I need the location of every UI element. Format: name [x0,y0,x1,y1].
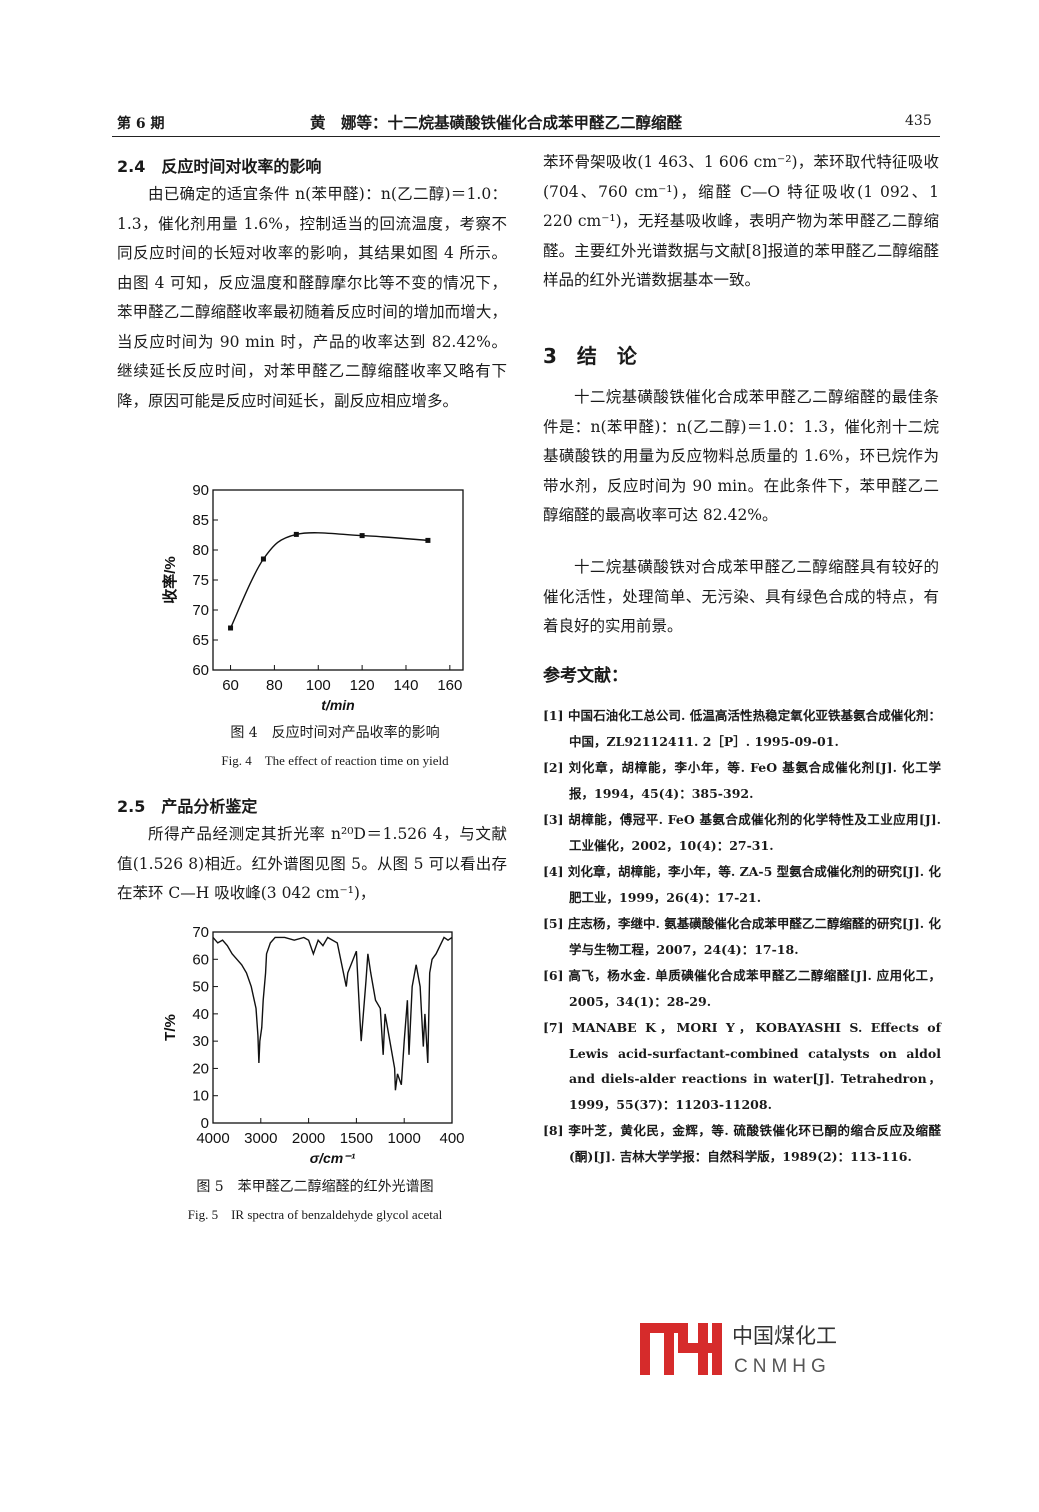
reference: [7] MANABE K，MORI Y，KOBAYASHI S. Effects… [543,1020,941,1112]
y-tick-label: 65 [192,632,209,649]
data-point [228,625,234,631]
x-tick-label: 80 [266,677,283,694]
x-tick-label: 60 [222,677,239,694]
x-tick-label: 1000 [388,1130,421,1147]
y-tick-label: 40 [192,1006,209,1023]
paragraph: 十二烷基磺酸铁催化合成苯甲醛乙二醇缩醛的最佳条件是：n(苯甲醛)：n(乙二醇)＝… [543,388,939,524]
x-axis-label: t/min [321,697,354,713]
plot-frame [212,931,453,1124]
y-tick-label: 50 [192,979,209,996]
x-tick-label: 160 [437,677,462,694]
y-tick-label: 60 [192,951,209,968]
paragraph: 由已确定的适宜条件 n(苯甲醛)：n(乙二醇)＝1.0：1.3，催化剂用量 1.… [117,185,507,410]
running-title: 黄 娜等：十二烷基磺酸铁催化合成苯甲醛乙二醇缩醛 [310,113,683,132]
reference: [2] 刘化章，胡樟能，李小年，等. FeO 基氨合成催化剂[J]. 化工学报，… [543,760,941,801]
y-tick-label: 10 [192,1088,209,1105]
y-tick-label: 0 [201,1115,209,1132]
x-tick-label: 1500 [340,1130,373,1147]
x-tick-label: 100 [306,677,331,694]
data-point [425,537,431,543]
figure-caption: 图 5 苯甲醛乙二醇缩醛的红外光谱图 [196,1179,434,1195]
figure-caption-en: Fig. 5 IR spectra of benzaldehyde glycol… [187,1207,443,1222]
paragraph: 十二烷基磺酸铁对合成苯甲醛乙二醇缩醛具有较好的催化活性，处理简单、无污染、具有绿… [543,558,939,635]
x-tick-label: 2000 [292,1130,325,1147]
figure-caption-en: Fig. 4 The effect of reaction time on yi… [221,753,449,768]
page-number: 435 [905,113,932,129]
references-heading: 参考文献： [543,666,628,686]
data-line [229,532,428,629]
reference: [1] 中国石油化工总公司. 低温高活性热稳定氧化亚铁基氨合成催化剂：中国，ZL… [543,708,941,749]
y-axis-label: T/% [162,1014,179,1041]
data-point [260,556,266,562]
paragraph: 所得产品经测定其折光率 n²⁰D＝1.526 4，与文献值(1.526 8)相近… [117,825,507,902]
x-axis-label: σ/cm⁻¹ [310,1150,356,1166]
section-heading: 2.4 反应时间对收率的影响 [117,157,322,176]
x-tick-label: 3000 [244,1130,277,1147]
y-tick-label: 85 [192,512,209,529]
paragraph: 苯环骨架吸收(1 463、1 606 cm⁻²)，苯环取代特征吸收(704、76… [543,153,939,289]
reference: [4] 刘化章，胡樟能，李小年，等. ZA-5 型氨合成催化剂的研究[J]. 化… [543,864,941,905]
x-tick-label: 4000 [196,1130,229,1147]
reference: [5] 庄志杨，李继中. 氨基磺酸催化合成苯甲醛乙二醇缩醛的研究[J]. 化学与… [543,916,941,957]
plot-frame [212,489,464,671]
references: [1] 中国石油化工总公司. 低温高活性热稳定氧化亚铁基氨合成催化剂：中国，ZL… [543,703,941,1170]
data-point [293,531,299,537]
section-heading: 2.5 产品分析鉴定 [117,797,258,816]
reference: [3] 胡樟能，傅冠平. FeO 基氨合成催化剂的化学特性及工业应用[J]. 工… [543,812,941,853]
issue: 第 6 期 [117,116,165,132]
reference: [6] 高飞，杨水金. 单质碘催化合成苯甲醛乙二醇缩醛[J]. 应用化工，200… [543,968,941,1009]
section-heading: 3 结 论 [543,344,637,368]
y-tick-label: 90 [192,482,209,499]
data-line [212,936,453,1091]
figure-caption: 图 4 反应时间对产品收率的影响 [230,725,440,741]
x-tick-label: 400 [439,1130,464,1147]
x-tick-label: 120 [350,677,375,694]
y-tick-label: 30 [192,1033,209,1050]
y-tick-label: 70 [192,602,209,619]
y-tick-label: 75 [192,572,209,589]
logo-text: 中国煤化工 [732,1325,837,1348]
header-rule [112,136,940,137]
reference: [8] 李叶芝，黄化民，金辉，等. 硫酸铁催化环已酮的缩合反应及缩醛(酮)[J]… [543,1123,941,1164]
y-tick-label: 80 [192,542,209,559]
logo-mark [640,1323,722,1375]
y-tick-label: 70 [192,924,209,941]
y-axis-label: 收率/% [161,556,179,604]
x-tick-label: 140 [393,677,418,694]
y-tick-label: 20 [192,1060,209,1077]
y-tick-label: 60 [192,662,209,679]
logo-text-en: CNMHG [734,1356,831,1377]
data-point [359,533,365,539]
